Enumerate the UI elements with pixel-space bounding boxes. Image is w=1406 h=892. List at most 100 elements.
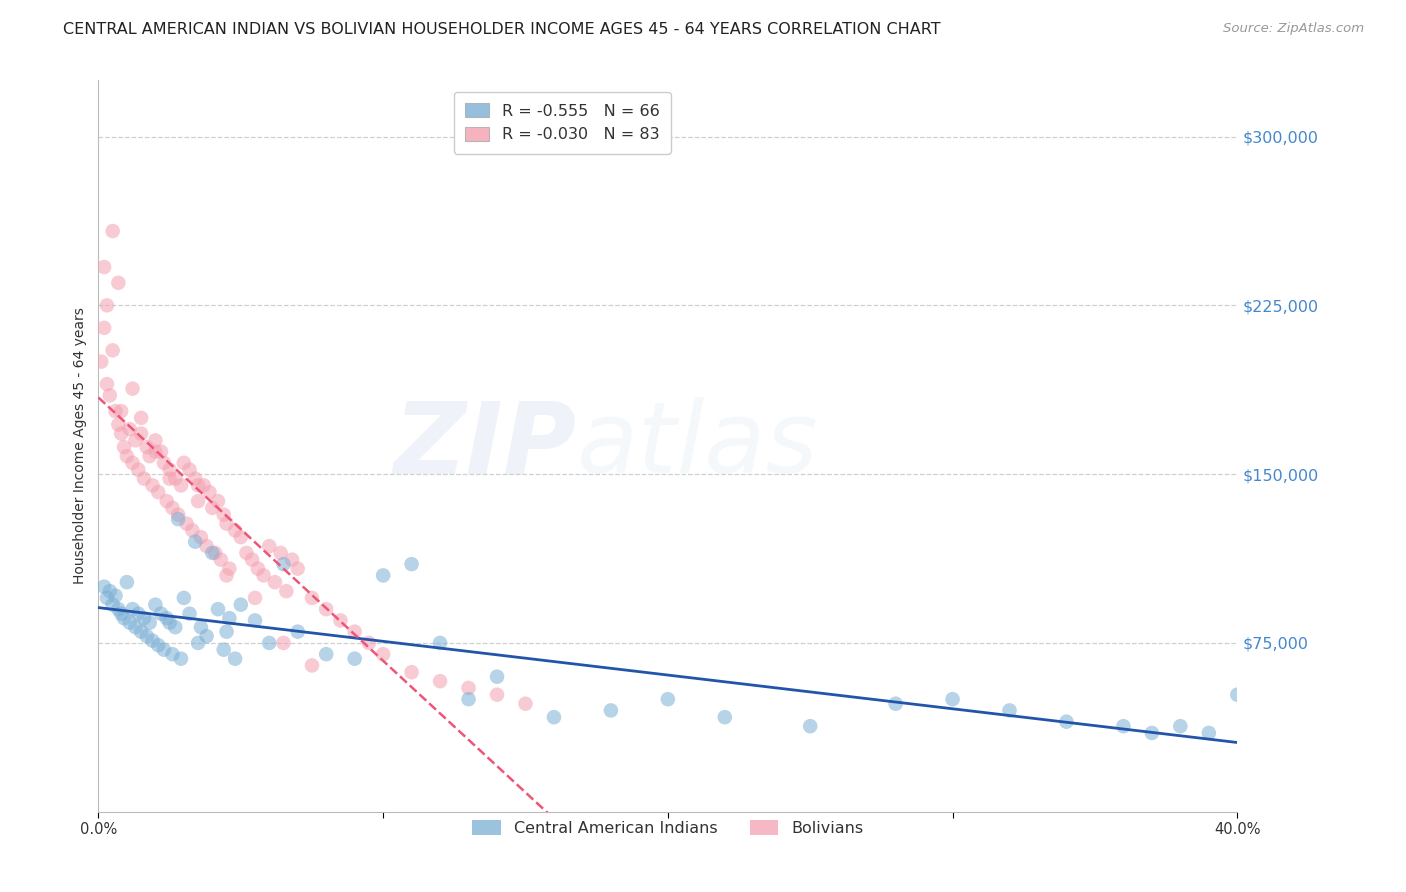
Point	[215, 624, 238, 639]
Point	[224, 651, 246, 665]
Point	[159, 615, 181, 630]
Point	[153, 456, 176, 470]
Point	[135, 629, 157, 643]
Point	[1140, 726, 1163, 740]
Text: ZIP: ZIP	[394, 398, 576, 494]
Point	[170, 478, 193, 492]
Point	[276, 584, 298, 599]
Point	[124, 434, 146, 448]
Point	[204, 546, 226, 560]
Point	[159, 462, 181, 476]
Point	[107, 276, 129, 290]
Point	[287, 624, 309, 639]
Point	[184, 472, 207, 486]
Point	[657, 692, 679, 706]
Point	[93, 321, 115, 335]
Y-axis label: Householder Income Ages 45 - 64 years: Householder Income Ages 45 - 64 years	[73, 308, 87, 584]
Point	[401, 665, 423, 680]
Point	[1056, 714, 1078, 729]
Point	[150, 607, 173, 621]
Point	[129, 624, 152, 639]
Text: Source: ZipAtlas.com: Source: ZipAtlas.com	[1223, 22, 1364, 36]
Point	[240, 552, 263, 566]
Point	[187, 636, 209, 650]
Point	[173, 456, 195, 470]
Point	[107, 417, 129, 432]
Point	[104, 589, 127, 603]
Point	[215, 516, 238, 531]
Point	[224, 524, 246, 538]
Point	[110, 607, 132, 621]
Point	[121, 456, 143, 470]
Point	[212, 508, 235, 522]
Point	[110, 426, 132, 441]
Point	[141, 633, 163, 648]
Point	[315, 602, 337, 616]
Point	[150, 444, 173, 458]
Point	[301, 591, 323, 605]
Point	[373, 647, 395, 661]
Point	[1226, 688, 1249, 702]
Point	[235, 546, 257, 560]
Point	[101, 343, 124, 358]
Point	[145, 444, 167, 458]
Point	[118, 615, 141, 630]
Point	[357, 636, 380, 650]
Point	[112, 611, 135, 625]
Point	[165, 620, 187, 634]
Point	[543, 710, 565, 724]
Point	[121, 382, 143, 396]
Point	[127, 462, 149, 476]
Point	[884, 697, 907, 711]
Point	[201, 500, 224, 515]
Point	[301, 658, 323, 673]
Point	[167, 512, 190, 526]
Point	[184, 534, 207, 549]
Point	[165, 472, 187, 486]
Point	[457, 681, 479, 695]
Point	[229, 598, 252, 612]
Point	[207, 602, 229, 616]
Point	[145, 434, 167, 448]
Point	[218, 611, 240, 625]
Point	[190, 530, 212, 544]
Point	[486, 670, 509, 684]
Point	[246, 562, 269, 576]
Point	[252, 568, 274, 582]
Legend: Central American Indians, Bolivians: Central American Indians, Bolivians	[464, 813, 872, 844]
Point	[1170, 719, 1192, 733]
Point	[243, 614, 266, 628]
Point	[98, 584, 121, 599]
Point	[93, 260, 115, 274]
Point	[162, 647, 184, 661]
Point	[135, 440, 157, 454]
Point	[181, 524, 204, 538]
Point	[259, 636, 281, 650]
Point	[401, 557, 423, 571]
Point	[176, 516, 198, 531]
Point	[93, 580, 115, 594]
Point	[96, 377, 118, 392]
Point	[193, 478, 215, 492]
Point	[714, 710, 737, 724]
Point	[209, 552, 232, 566]
Point	[162, 500, 184, 515]
Point	[124, 620, 146, 634]
Point	[179, 462, 201, 476]
Point	[243, 591, 266, 605]
Point	[96, 298, 118, 312]
Point	[215, 568, 238, 582]
Point	[195, 629, 218, 643]
Point	[187, 478, 209, 492]
Point	[148, 638, 170, 652]
Point	[264, 575, 287, 590]
Point	[132, 611, 155, 625]
Point	[457, 692, 479, 706]
Text: CENTRAL AMERICAN INDIAN VS BOLIVIAN HOUSEHOLDER INCOME AGES 45 - 64 YEARS CORREL: CENTRAL AMERICAN INDIAN VS BOLIVIAN HOUS…	[63, 22, 941, 37]
Point	[259, 539, 281, 553]
Point	[179, 607, 201, 621]
Point	[429, 636, 451, 650]
Point	[118, 422, 141, 436]
Point	[942, 692, 965, 706]
Point	[281, 552, 304, 566]
